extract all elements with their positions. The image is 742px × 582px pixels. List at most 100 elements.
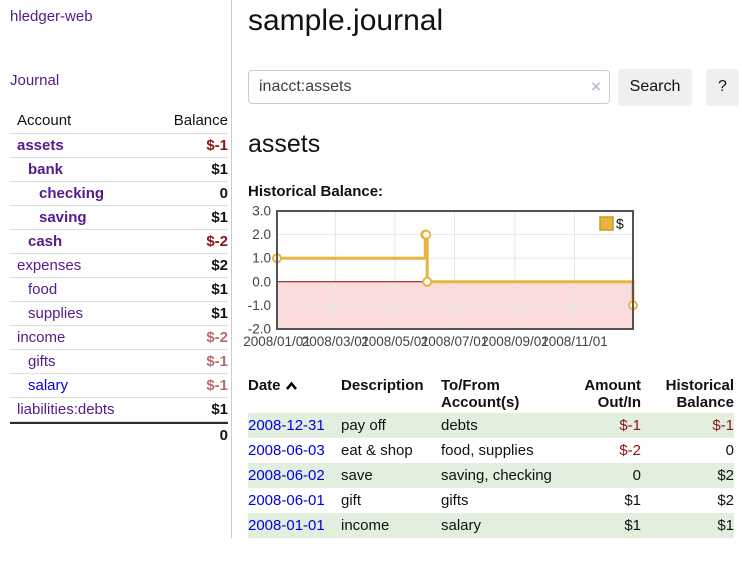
transaction-date-link[interactable]: 2008-06-01 bbox=[248, 492, 325, 509]
sidebar-item-journal[interactable]: Journal bbox=[10, 72, 60, 89]
account-row: supplies $1 bbox=[10, 302, 228, 326]
account-row: cash $-2 bbox=[10, 230, 228, 254]
accounts-cell: food, supplies bbox=[441, 442, 534, 459]
description-cell: save bbox=[341, 467, 373, 484]
data-point-marker bbox=[421, 229, 432, 240]
search-form: × Search ? bbox=[248, 68, 739, 106]
brand-link[interactable]: hledger-web bbox=[10, 8, 93, 25]
transaction-row: 2008-06-03 eat & shop food, supplies $-2 0 bbox=[248, 438, 734, 463]
account-link-gifts[interactable]: gifts bbox=[28, 353, 56, 370]
account-link-salary[interactable]: salary bbox=[28, 377, 69, 394]
amount-cell: $-2 bbox=[619, 442, 641, 459]
balance-cell: $2 bbox=[717, 467, 734, 484]
account-link-supplies[interactable]: supplies bbox=[28, 305, 84, 322]
date-cell: 2008-12-31 bbox=[248, 413, 341, 438]
date-cell: 2008-01-01 bbox=[248, 513, 341, 538]
main-content: sample.journal × Search ? assets Histori… bbox=[232, 0, 742, 538]
sort-ascending-icon bbox=[285, 378, 298, 395]
account-row: bank $1 bbox=[10, 158, 228, 182]
legend-swatch bbox=[599, 216, 614, 231]
account-balance: $-1 bbox=[206, 137, 228, 154]
accounts-cell: debts bbox=[441, 417, 478, 434]
account-name-cell: income bbox=[10, 329, 65, 346]
account-name-cell: bank bbox=[10, 161, 63, 178]
chart-title: Historical Balance: bbox=[248, 183, 384, 200]
column-header-date[interactable]: Date bbox=[248, 375, 341, 413]
account-name-cell: checking bbox=[10, 185, 104, 202]
account-link-income[interactable]: income bbox=[17, 329, 66, 346]
transaction-row: 2008-06-02 save saving, checking 0 $2 bbox=[248, 463, 734, 488]
help-button[interactable]: ? bbox=[706, 68, 739, 106]
account-heading: assets bbox=[248, 129, 321, 158]
page-title: sample.journal bbox=[248, 4, 444, 37]
transaction-date-link[interactable]: 2008-12-31 bbox=[248, 417, 325, 434]
account-link-saving[interactable]: saving bbox=[39, 209, 87, 226]
account-balance: $-2 bbox=[206, 329, 228, 346]
transaction-date-link[interactable]: 2008-06-03 bbox=[248, 442, 325, 459]
y-axis-tick-label: -2.0 bbox=[248, 322, 271, 337]
register-header-row: Date Description To/From Account(s) Amou… bbox=[248, 375, 734, 413]
account-name-cell: saving bbox=[10, 209, 87, 226]
transaction-date-link[interactable]: 2008-06-02 bbox=[248, 467, 325, 484]
amount-cell: $-1 bbox=[619, 417, 641, 434]
account-link-food[interactable]: food bbox=[28, 281, 58, 298]
account-row: saving $1 bbox=[10, 206, 228, 230]
description-cell: gift bbox=[341, 492, 362, 509]
amount-cell: 0 bbox=[632, 467, 641, 484]
description-cell: income bbox=[341, 517, 390, 534]
plot-border bbox=[276, 210, 634, 330]
account-name-cell: supplies bbox=[10, 305, 83, 322]
transaction-row: 2008-12-31 pay off debts $-1 $-1 bbox=[248, 413, 734, 438]
balance-cell: $2 bbox=[717, 492, 734, 509]
account-name-cell: expenses bbox=[10, 257, 81, 274]
column-header-amount: Amount Out/In bbox=[584, 377, 641, 411]
x-axis-tick-label: 2008/07/01 bbox=[421, 334, 489, 349]
account-row: liabilities:debts $1 bbox=[10, 398, 228, 422]
account-link-assets[interactable]: assets bbox=[17, 137, 64, 154]
transaction-date-link[interactable]: 2008-01-01 bbox=[248, 517, 325, 534]
balance-cell: 0 bbox=[725, 442, 734, 459]
clear-search-icon[interactable]: × bbox=[591, 77, 601, 96]
account-row: checking 0 bbox=[10, 182, 228, 206]
x-axis-tick-label: 2008/03/01 bbox=[302, 334, 370, 349]
date-cell: 2008-06-01 bbox=[248, 488, 341, 513]
x-axis-tick-label: 2008/05/01 bbox=[361, 334, 429, 349]
description-cell: pay off bbox=[341, 417, 386, 434]
column-header-accounts: To/From Account(s) bbox=[441, 377, 520, 411]
search-button[interactable]: Search bbox=[618, 68, 692, 106]
amount-cell: $1 bbox=[624, 492, 641, 509]
accounts-table: Account Balance assets $-1 bank $1 checking 0… bbox=[10, 110, 228, 447]
account-name-cell: gifts bbox=[10, 353, 56, 370]
accounts-column-header: Account bbox=[17, 112, 72, 129]
account-link-cash[interactable]: cash bbox=[28, 233, 63, 250]
account-row: income $-2 bbox=[10, 326, 228, 350]
x-axis-tick-label: 2008/01/01 bbox=[243, 334, 311, 349]
account-name-cell: assets bbox=[10, 137, 64, 154]
balance-cell: $-1 bbox=[712, 417, 734, 434]
chart-legend: $ bbox=[599, 216, 624, 232]
balance-chart: $3.0 2.0 1.0 0.0 -1.0 -2.0 2008/01/01 2008/03/0… bbox=[243, 203, 739, 358]
data-point-marker bbox=[422, 276, 433, 287]
date-header-label: Date bbox=[248, 377, 281, 394]
balance-cell: $1 bbox=[717, 517, 734, 534]
date-cell: 2008-06-02 bbox=[248, 463, 341, 488]
accounts-cell: salary bbox=[441, 517, 482, 534]
account-name-cell: cash bbox=[10, 233, 62, 250]
account-row: assets $-1 bbox=[10, 134, 228, 158]
account-row: food $1 bbox=[10, 278, 228, 302]
page: hledger-web Journal Account Balance asse… bbox=[10, 0, 742, 538]
account-balance: $-2 bbox=[206, 233, 228, 250]
search-input[interactable] bbox=[248, 70, 610, 104]
account-name-cell: salary bbox=[10, 377, 68, 394]
account-link-checking[interactable]: checking bbox=[39, 185, 105, 202]
account-link-bank[interactable]: bank bbox=[28, 161, 64, 178]
account-link-liabilities-debts[interactable]: liabilities:debts bbox=[17, 401, 115, 418]
x-axis-tick-label: 2008/11/01 bbox=[541, 334, 608, 349]
account-balance: $-1 bbox=[206, 353, 228, 370]
accounts-cell: gifts bbox=[441, 492, 469, 509]
x-axis-tick-label: 2008/09/01 bbox=[481, 334, 549, 349]
account-balance: $1 bbox=[211, 281, 228, 298]
account-link-expenses[interactable]: expenses bbox=[17, 257, 82, 274]
account-row: expenses $2 bbox=[10, 254, 228, 278]
account-row: gifts $-1 bbox=[10, 350, 228, 374]
